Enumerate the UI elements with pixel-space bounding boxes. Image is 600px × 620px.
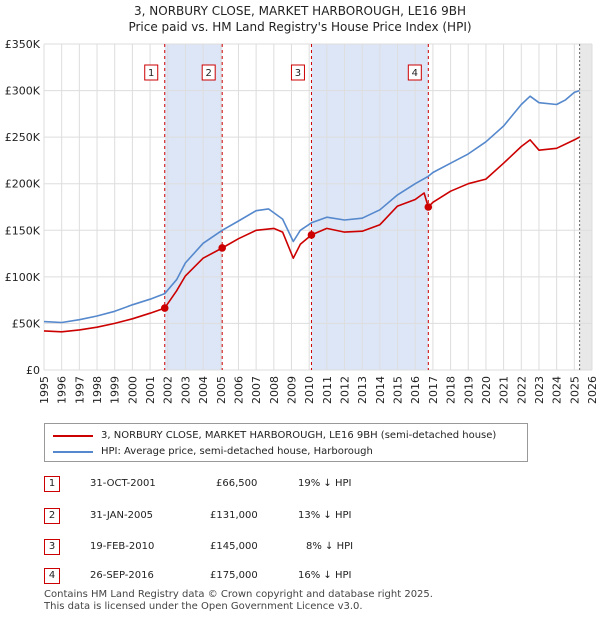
transaction-price: £175,000 bbox=[210, 570, 258, 581]
transaction-price: £145,000 bbox=[210, 541, 258, 552]
x-tick-label: 2011 bbox=[321, 376, 334, 404]
x-tick-label: 2022 bbox=[515, 376, 528, 404]
x-tick-label: 2015 bbox=[392, 376, 405, 404]
transaction-date: 26-SEP-2016 bbox=[90, 570, 154, 581]
x-tick-label: 2013 bbox=[356, 376, 369, 404]
x-tick-label: 1998 bbox=[91, 376, 104, 404]
x-tick-label: 2000 bbox=[126, 376, 139, 404]
y-tick-label: £50K bbox=[12, 317, 41, 330]
legend-item-property: 3, NORBURY CLOSE, MARKET HARBOROUGH, LE1… bbox=[53, 430, 496, 441]
x-tick-label: 2026 bbox=[586, 376, 599, 404]
sale-point bbox=[160, 304, 169, 312]
transaction-date: 31-OCT-2001 bbox=[90, 478, 156, 489]
hpi-series-line bbox=[43, 89, 580, 324]
x-tick-label: 2023 bbox=[533, 376, 546, 404]
x-tick-label: 2018 bbox=[445, 376, 458, 404]
y-tick-label: £150K bbox=[5, 224, 41, 237]
y-tick-label: £0 bbox=[26, 364, 40, 377]
transaction-hpi-diff: 16% ↓ HPI bbox=[298, 570, 352, 581]
y-tick-label: £300K bbox=[5, 85, 41, 98]
chart-title: 3, NORBURY CLOSE, MARKET HARBOROUGH, LE1… bbox=[134, 4, 466, 18]
x-tick-label: 2025 bbox=[568, 376, 581, 404]
legend-swatch-property bbox=[53, 434, 93, 437]
transaction-number: 3 bbox=[44, 539, 60, 555]
transaction-row: 4 26-SEP-2016 £175,000 16% ↓ HPI bbox=[44, 568, 374, 586]
y-tick-label: £200K bbox=[5, 178, 41, 191]
x-tick-label: 1997 bbox=[73, 376, 86, 404]
transaction-number: 2 bbox=[44, 508, 60, 524]
x-tick-label: 2001 bbox=[144, 376, 157, 404]
sale-label-box bbox=[290, 64, 305, 81]
transaction-price: £66,500 bbox=[216, 478, 258, 489]
y-tick-label: £100K bbox=[5, 271, 41, 284]
x-tick-label: 2003 bbox=[179, 376, 192, 404]
x-tick-label: 2008 bbox=[268, 376, 281, 404]
transaction-number: 4 bbox=[44, 568, 60, 584]
x-tick-label: 2019 bbox=[462, 376, 475, 404]
x-tick-label: 2012 bbox=[339, 376, 352, 404]
footer-licence: This data is licensed under the Open Gov… bbox=[44, 601, 363, 612]
x-tick-label: 1999 bbox=[109, 376, 122, 404]
x-tick-label: 1995 bbox=[38, 376, 51, 404]
x-tick-label: 2005 bbox=[215, 376, 228, 404]
x-tick-label: 2004 bbox=[197, 376, 210, 404]
transaction-price: £131,000 bbox=[210, 510, 258, 521]
x-tick-label: 2007 bbox=[250, 376, 263, 404]
sale-point bbox=[307, 231, 316, 239]
y-tick-label: £350K bbox=[5, 38, 41, 51]
x-tick-label: 2009 bbox=[285, 376, 298, 404]
transaction-hpi-diff: 13% ↓ HPI bbox=[298, 510, 352, 521]
sale-label-box bbox=[201, 64, 216, 81]
footer-copyright: Contains HM Land Registry data © Crown c… bbox=[44, 589, 433, 600]
x-tick-label: 2024 bbox=[551, 376, 564, 404]
transaction-date: 19-FEB-2010 bbox=[90, 541, 155, 552]
chart-subtitle: Price paid vs. HM Land Registry's House … bbox=[128, 20, 472, 34]
x-tick-label: 2006 bbox=[232, 376, 245, 404]
sale-point bbox=[218, 244, 226, 252]
transaction-date: 31-JAN-2005 bbox=[90, 510, 154, 521]
sale-label-box bbox=[407, 64, 422, 81]
x-tick-label: 2014 bbox=[374, 376, 387, 404]
legend-label-property: 3, NORBURY CLOSE, MARKET HARBOROUGH, LE1… bbox=[101, 430, 497, 441]
sale-label: 3 bbox=[295, 68, 301, 79]
chart-legend: 3, NORBURY CLOSE, MARKET HARBOROUGH, LE1… bbox=[44, 423, 528, 462]
x-tick-label: 2021 bbox=[498, 376, 511, 404]
footer: Contains HM Land Registry data © Crown c… bbox=[44, 589, 433, 613]
sale-label: 2 bbox=[206, 68, 212, 79]
y-tick-label: £250K bbox=[5, 131, 41, 144]
legend-swatch-hpi bbox=[53, 450, 93, 453]
transaction-row: 3 19-FEB-2010 £145,000 8% ↓ HPI bbox=[44, 539, 374, 557]
x-tick-label: 1996 bbox=[56, 376, 69, 404]
transaction-row: 1 31-OCT-2001 £66,500 19% ↓ HPI bbox=[44, 476, 374, 494]
sale-point bbox=[424, 203, 433, 211]
price-chart: 1995 1996 1997 1998 1999 2000 2001 2002 2003 2004… bbox=[5, 38, 599, 404]
transaction-number: 1 bbox=[44, 476, 60, 492]
x-tick-label: 2016 bbox=[409, 376, 422, 404]
property-series-line bbox=[43, 136, 580, 333]
sale-period-shade bbox=[311, 44, 429, 370]
sale-period-shade bbox=[164, 44, 223, 370]
transaction-row: 2 31-JAN-2005 £131,000 13% ↓ HPI bbox=[44, 508, 374, 526]
x-tick-label: 2002 bbox=[162, 376, 175, 404]
sale-label: 1 bbox=[148, 68, 154, 79]
forecast-region bbox=[579, 44, 592, 370]
transaction-hpi-diff: 8% ↓ HPI bbox=[306, 541, 354, 552]
legend-label-hpi: HPI: Average price, semi-detached house,… bbox=[101, 446, 373, 457]
legend-item-hpi: HPI: Average price, semi-detached house,… bbox=[53, 446, 373, 457]
x-tick-label: 2020 bbox=[480, 376, 493, 404]
sale-label: 4 bbox=[412, 68, 418, 79]
x-tick-label: 2010 bbox=[303, 376, 316, 404]
transaction-hpi-diff: 19% ↓ HPI bbox=[298, 478, 352, 489]
sale-label-box bbox=[144, 64, 159, 81]
x-tick-label: 2017 bbox=[427, 376, 440, 404]
